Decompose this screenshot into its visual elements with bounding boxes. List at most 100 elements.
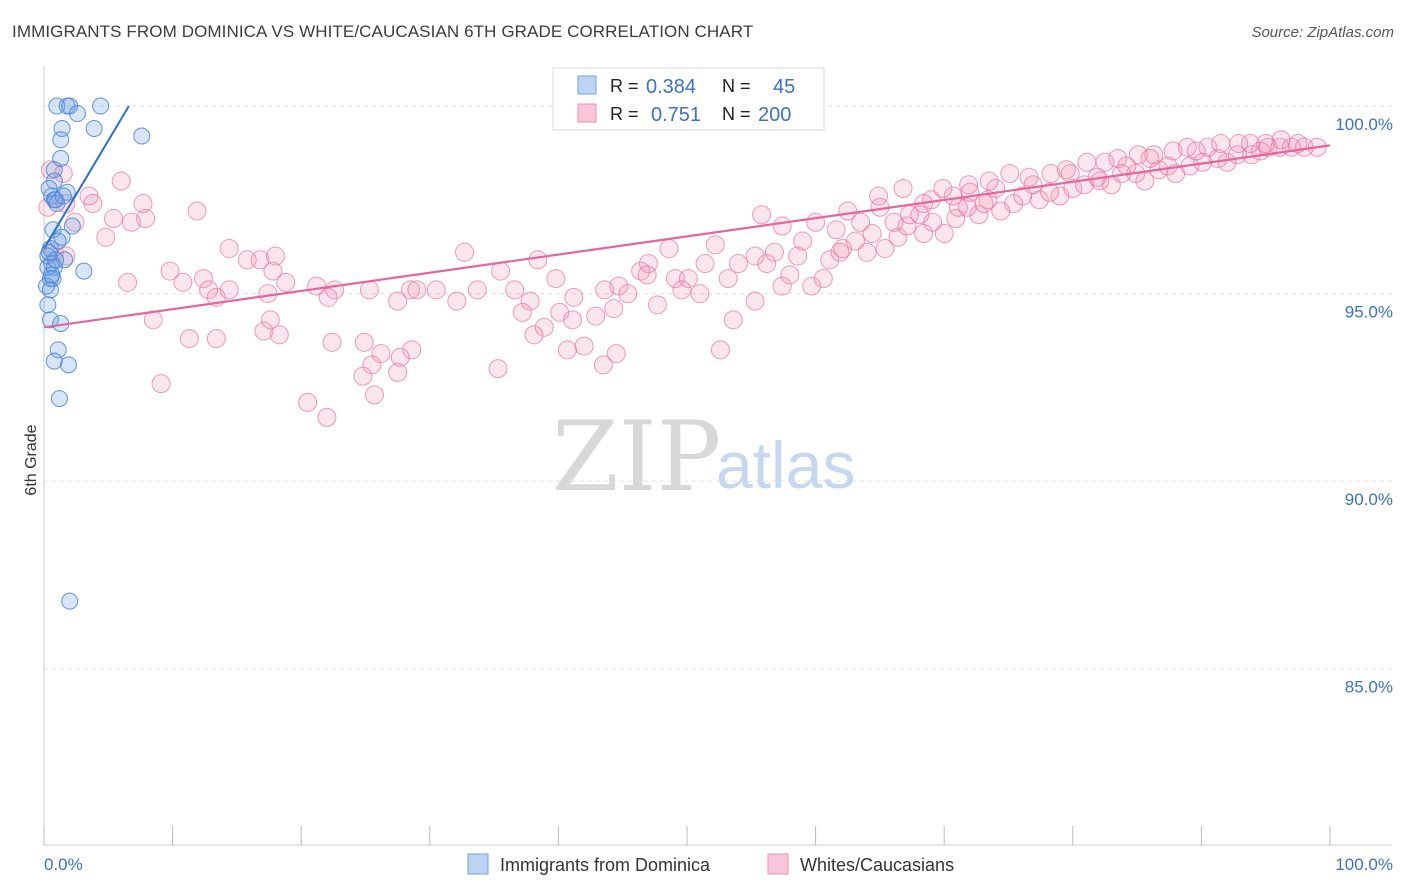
data-point-whites-caucasians [359,280,379,300]
data-point-whites-caucasians [260,310,280,330]
data-point-whites-caucasians [862,224,882,244]
data-point-whites-caucasians [1256,134,1276,154]
trendline-whites-caucasians [43,144,1331,329]
data-point-whites-caucasians [298,392,318,412]
data-point-whites-caucasians [307,276,327,296]
data-point-whites-caucasians [250,250,270,270]
data-point-immigrants-from-dominica [43,266,61,284]
data-point-whites-caucasians [407,280,427,300]
data-point-whites-caucasians [388,291,408,311]
watermark: ZIP atlas [552,401,855,513]
data-point-whites-caucasians [593,355,613,375]
y-tick-label: 100.0% [1335,115,1393,134]
data-point-whites-caucasians [505,280,525,300]
data-point-whites-caucasians [1144,145,1164,165]
legend-r-label-pink: R = [610,104,639,124]
data-point-whites-caucasians [528,250,548,270]
data-point-whites-caucasians [752,205,772,225]
data-point-whites-caucasians [133,194,153,214]
data-point-whites-caucasians [969,205,989,225]
data-point-whites-caucasians [710,340,730,360]
data-point-whites-caucasians [353,366,373,386]
data-point-whites-caucasians [718,269,738,289]
data-point-whites-caucasians [354,332,374,352]
data-point-whites-caucasians [780,265,800,285]
data-point-immigrants-from-dominica [68,105,86,123]
data-point-whites-caucasians [520,291,540,311]
data-point-whites-caucasians [447,291,467,311]
data-point-whites-caucasians [187,201,207,221]
legend-n-value-blue: 45 [773,76,795,98]
data-point-whites-caucasians [365,385,385,405]
data-point-whites-caucasians [1077,152,1097,172]
data-point-whites-caucasians [1198,137,1218,157]
legend-n-value-pink: 200 [758,104,791,126]
data-point-whites-caucasians [121,212,141,232]
data-point-whites-caucasians [563,310,583,330]
data-point-whites-caucasians [745,246,765,266]
data-point-whites-caucasians [875,239,895,259]
data-point-whites-caucasians [897,216,917,236]
data-point-whites-caucasians [1271,130,1291,150]
legend-swatch-pink [577,103,597,123]
data-point-whites-caucasians [524,325,544,345]
data-point-whites-caucasians [826,220,846,240]
data-point-whites-caucasians [151,374,171,394]
data-point-whites-caucasians [103,209,123,229]
data-point-whites-caucasians [1060,164,1080,184]
data-point-whites-caucasians [1041,164,1061,184]
data-point-immigrants-from-dominica [49,341,67,359]
y-tick-label: 85.0% [1345,678,1393,697]
data-point-whites-caucasians [595,280,615,300]
y-axis-title: 6th Grade [23,424,40,495]
axes [43,66,1392,846]
legend-n-label-pink: N = [722,104,751,124]
data-point-whites-caucasians [111,171,131,191]
data-point-whites-caucasians [317,407,337,427]
data-point-whites-caucasians [83,194,103,214]
data-point-whites-caucasians [851,212,871,232]
data-point-whites-caucasians [830,242,850,262]
trendline-immigrants-from-dominica [43,105,130,250]
data-point-whites-caucasians [618,284,638,304]
data-point-whites-caucasians [884,212,904,232]
bottom-legend-label-pink: Whites/Caucasians [800,855,954,875]
data-point-whites-caucasians [199,280,219,300]
data-point-whites-caucasians [491,261,511,281]
data-point-immigrants-from-dominica [50,390,68,408]
data-point-whites-caucasians [1063,179,1083,199]
data-point-whites-caucasians [772,276,792,296]
legend-r-value-blue: 0.384 [646,76,696,98]
data-point-whites-caucasians [1229,134,1249,154]
bottom-legend: Immigrants from Dominica Whites/Caucasia… [467,853,954,875]
data-point-whites-caucasians [974,194,994,214]
data-point-whites-caucasians [455,242,475,262]
data-point-whites-caucasians [659,239,679,259]
bottom-legend-swatch-blue [467,853,489,875]
data-point-whites-caucasians [1040,182,1060,202]
data-point-whites-caucasians [695,254,715,274]
data-point-whites-caucasians [604,299,624,319]
data-point-whites-caucasians [757,254,777,274]
data-point-whites-caucasians [1128,145,1148,165]
data-point-whites-caucasians [402,340,422,360]
data-point-whites-caucasians [318,287,338,307]
data-point-whites-caucasians [806,212,826,232]
data-point-whites-caucasians [948,197,968,217]
data-point-whites-caucasians [1186,141,1206,161]
chart-title: IMMIGRANTS FROM DOMINICA VS WHITE/CAUCAS… [12,22,754,41]
data-point-whites-caucasians [564,287,584,307]
y-tick-label: 95.0% [1345,303,1393,322]
data-point-immigrants-from-dominica [41,311,59,329]
data-point-whites-caucasians [1023,175,1043,195]
data-point-whites-caucasians [322,332,342,352]
bottom-legend-swatch-pink [767,853,789,875]
data-point-whites-caucasians [179,329,199,349]
data-point-whites-caucasians [838,201,858,221]
data-point-whites-caucasians [557,340,577,360]
data-point-whites-caucasians [136,209,156,229]
data-point-whites-caucasians [173,272,193,292]
data-point-immigrants-from-dominica [49,232,67,250]
data-point-whites-caucasians [512,302,532,322]
data-point-whites-caucasians [263,261,283,281]
